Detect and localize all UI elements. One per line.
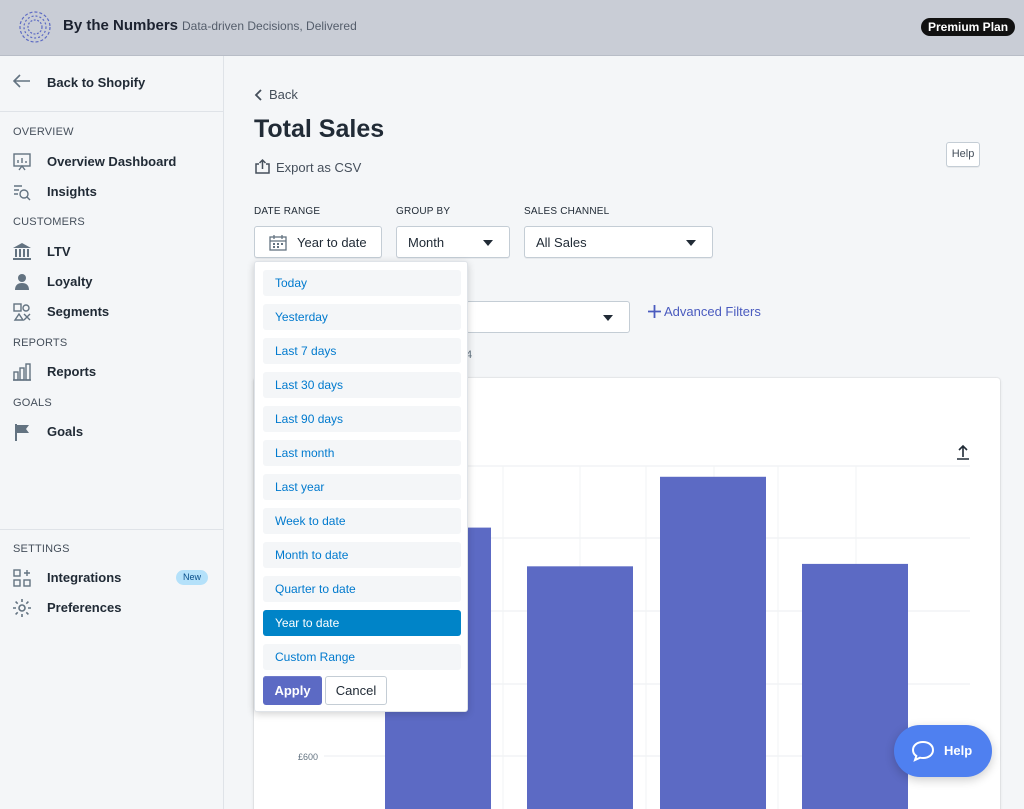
- sidebar-item-loyalty[interactable]: Loyalty: [0, 268, 223, 296]
- segments-icon: [13, 303, 31, 321]
- section-goals: GOALS: [13, 397, 52, 409]
- date-option-today[interactable]: Today: [263, 270, 461, 296]
- date-option-week-to-date[interactable]: Week to date: [263, 508, 461, 534]
- caret-down-icon: [686, 240, 696, 246]
- chat-bubble-icon: [911, 740, 935, 762]
- date-option-year-to-date[interactable]: Year to date: [263, 610, 461, 636]
- arrow-left-icon: [13, 74, 30, 88]
- section-customers: CUSTOMERS: [13, 216, 85, 228]
- sidebar-item-overview-dashboard[interactable]: Overview Dashboard: [0, 148, 223, 176]
- page-title: Total Sales: [254, 115, 385, 143]
- chart-bar[interactable]: [802, 563, 908, 809]
- group-by-select[interactable]: Month: [396, 226, 510, 258]
- group-by-value: Month: [408, 235, 445, 250]
- y-tick-label: £600: [298, 752, 318, 762]
- help-widget-label: Help: [944, 743, 973, 758]
- group-by-label: GROUP BY: [396, 206, 451, 217]
- sidebar-item-preferences[interactable]: Preferences: [0, 594, 223, 622]
- date-option-custom-range[interactable]: Custom Range: [263, 644, 461, 670]
- user-icon: [15, 274, 29, 290]
- date-range-select[interactable]: Year to date: [254, 226, 382, 258]
- cancel-button[interactable]: Cancel: [325, 676, 387, 705]
- date-option-last-7-days[interactable]: Last 7 days: [263, 338, 461, 364]
- export-csv-label: Export as CSV: [276, 160, 362, 175]
- plan-badge: Premium Plan: [921, 18, 1016, 36]
- integrations-icon: [13, 569, 31, 587]
- logo-icon: [19, 11, 51, 43]
- chart-bar[interactable]: [660, 476, 766, 809]
- filter-select[interactable]: [466, 301, 630, 333]
- sidebar-item-label: Insights: [47, 184, 97, 199]
- app-brand: By the Numbers: [63, 17, 179, 34]
- chart-bar[interactable]: [527, 566, 633, 809]
- sidebar-item-label: Preferences: [47, 600, 122, 615]
- section-overview: OVERVIEW: [13, 126, 74, 138]
- sidebar-item-ltv[interactable]: LTV: [0, 238, 223, 266]
- new-badge: New: [176, 570, 209, 585]
- date-option-yesterday[interactable]: Yesterday: [263, 304, 461, 330]
- bar-chart-icon: [13, 363, 31, 381]
- advanced-filters-label: Advanced Filters: [664, 304, 761, 319]
- sidebar-item-label: Overview Dashboard: [47, 154, 177, 169]
- sidebar-item-label: Segments: [47, 304, 110, 319]
- bank-icon: [13, 243, 31, 260]
- date-option-last-month[interactable]: Last month: [263, 440, 461, 466]
- sales-chart: £600: [298, 465, 970, 809]
- date-option-month-to-date[interactable]: Month to date: [263, 542, 461, 568]
- flag-icon: [15, 424, 29, 441]
- sales-channel-select[interactable]: All Sales: [524, 226, 713, 258]
- chart-export-icon[interactable]: [956, 444, 970, 460]
- sidebar-divider: [0, 529, 223, 530]
- date-range-dropdown: Apply Cancel Today Yesterday Last 7 days La…: [254, 261, 468, 712]
- help-widget-button[interactable]: Help: [894, 725, 992, 777]
- help-button[interactable]: Help: [946, 142, 980, 167]
- dashboard-icon: [13, 153, 31, 171]
- sidebar-item-label: Goals: [47, 424, 84, 439]
- app-tagline: Data-driven Decisions, Delivered: [182, 19, 357, 33]
- gear-icon: [13, 599, 31, 617]
- sidebar-item-label: Loyalty: [47, 274, 93, 289]
- plus-icon: [648, 305, 661, 318]
- date-option-last-90-days[interactable]: Last 90 days: [263, 406, 461, 432]
- partial-text: 4: [466, 349, 473, 361]
- back-to-shopify-link[interactable]: Back to Shopify: [0, 56, 223, 112]
- sales-channel-label: SALES CHANNEL: [524, 206, 610, 217]
- sidebar-item-goals[interactable]: Goals: [0, 418, 223, 446]
- back-to-shopify-label: Back to Shopify: [47, 75, 146, 90]
- date-option-quarter-to-date[interactable]: Quarter to date: [263, 576, 461, 602]
- sidebar-item-reports[interactable]: Reports: [0, 358, 223, 386]
- export-icon: [255, 158, 270, 174]
- date-option-last-year[interactable]: Last year: [263, 474, 461, 500]
- sidebar-item-label: Integrations: [47, 570, 122, 585]
- sidebar-item-label: Reports: [47, 364, 97, 379]
- sales-channel-value: All Sales: [536, 235, 587, 250]
- section-settings: SETTINGS: [13, 543, 70, 555]
- sidebar: Back to Shopify OVERVIEW Overview Dashbo…: [0, 56, 224, 809]
- caret-down-icon: [483, 240, 493, 246]
- date-option-last-30-days[interactable]: Last 30 days: [263, 372, 461, 398]
- sidebar-item-integrations[interactable]: Integrations New: [0, 564, 223, 592]
- section-reports: REPORTS: [13, 337, 68, 349]
- apply-button[interactable]: Apply: [263, 676, 322, 705]
- back-link-label: Back: [269, 87, 298, 102]
- date-range-label: DATE RANGE: [254, 206, 321, 217]
- chevron-left-icon: [254, 89, 262, 101]
- date-range-value: Year to date: [297, 235, 367, 250]
- sidebar-item-label: LTV: [47, 244, 71, 259]
- caret-down-icon: [603, 315, 613, 321]
- calendar-icon: [269, 235, 287, 251]
- top-bar: By the Numbers Data-driven Decisions, De…: [0, 0, 1024, 56]
- sidebar-item-insights[interactable]: Insights: [0, 178, 223, 206]
- insights-icon: [14, 185, 31, 201]
- sidebar-item-segments[interactable]: Segments: [0, 298, 223, 326]
